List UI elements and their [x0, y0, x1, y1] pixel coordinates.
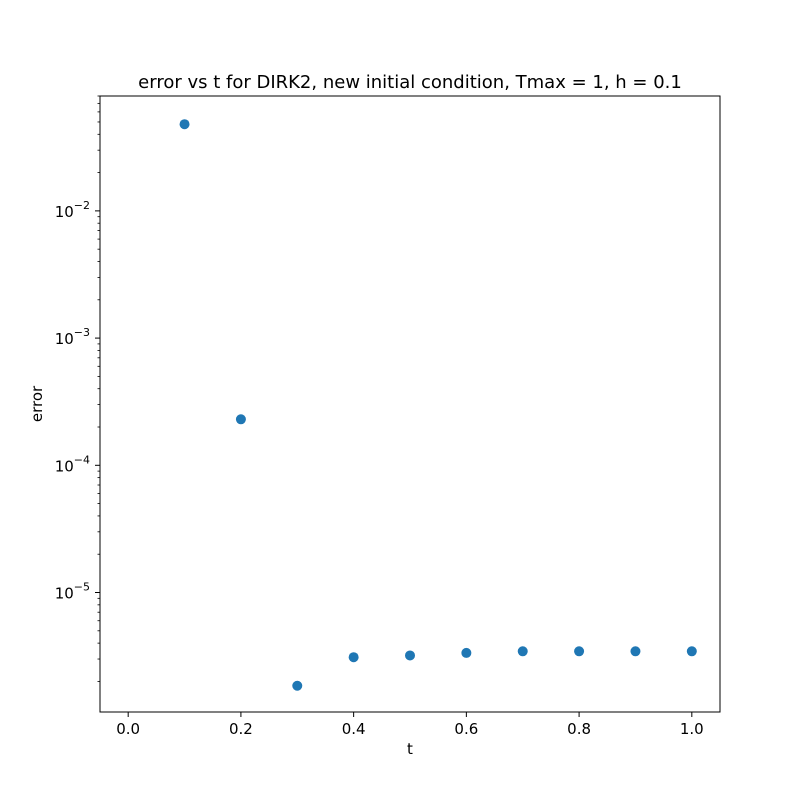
y-axis-label: error [28, 385, 46, 422]
y-axis-ticks: 10−5 10−4 10−3 10−2 [55, 199, 100, 603]
x-tick-label: 0.4 [342, 720, 366, 738]
scatter-points [179, 119, 697, 691]
data-point [630, 646, 641, 657]
x-tick-label: 0.6 [454, 720, 478, 738]
y-tick-label: 10−5 [55, 581, 90, 603]
data-point [405, 650, 415, 661]
data-point [686, 646, 697, 657]
x-tick-label: 0.2 [229, 720, 253, 738]
data-point [292, 680, 303, 691]
y-tick-label: 10−2 [55, 199, 90, 221]
x-axis-ticks: 0.0 0.2 0.4 0.6 0.8 1.0 [116, 712, 704, 738]
chart-title: error vs t for DIRK2, new initial condit… [138, 72, 682, 93]
data-point [461, 647, 472, 658]
x-axis-label: t [407, 740, 413, 758]
data-point [574, 646, 585, 657]
data-point [517, 646, 528, 657]
data-point [235, 414, 246, 425]
y-tick-label: 10−3 [55, 326, 90, 348]
x-tick-label: 0.0 [116, 720, 140, 738]
data-point [179, 119, 190, 130]
plot-area-frame [99, 95, 721, 713]
x-tick-label: 1.0 [680, 720, 704, 738]
data-point [348, 652, 359, 663]
y-tick-label: 10−4 [55, 453, 90, 475]
x-tick-label: 0.8 [567, 720, 591, 738]
